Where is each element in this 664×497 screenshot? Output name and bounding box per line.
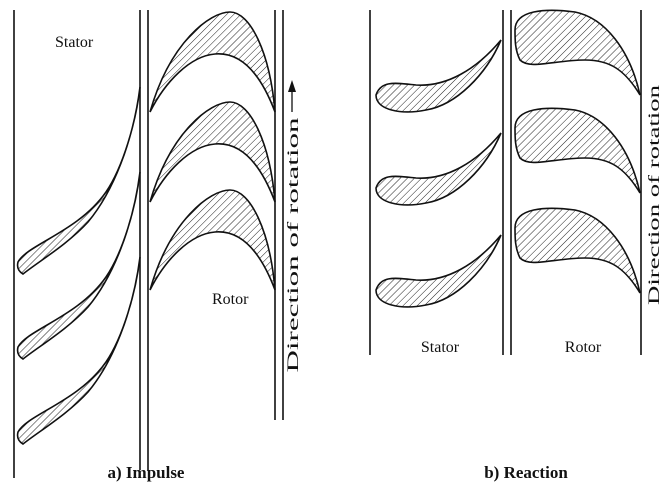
stator-blade xyxy=(375,132,502,206)
rotor-blade xyxy=(514,207,641,294)
rotor-blade xyxy=(149,11,276,113)
rotor-label: Rotor xyxy=(565,339,602,356)
stator-blade xyxy=(16,256,141,445)
rotor-blade xyxy=(514,9,641,96)
stator-label: Stator xyxy=(55,34,94,51)
rotation-arrowhead xyxy=(288,80,296,92)
stator-label: Stator xyxy=(421,339,460,356)
caption: b) Reaction xyxy=(484,463,568,482)
rotor-blade xyxy=(514,107,641,194)
direction-label: Direction of rotation xyxy=(285,118,302,373)
direction-label: Direction of rotation xyxy=(646,85,663,305)
rotor-label: Rotor xyxy=(212,291,249,308)
stator-blade xyxy=(375,39,502,113)
impulse-panel: Stator Rotor Direction of rotation a) Im… xyxy=(13,10,302,482)
reaction-panel: Stator Rotor Direction of rotation b) Re… xyxy=(369,9,663,482)
rotor-blade xyxy=(149,101,276,203)
rotor-blade xyxy=(149,189,276,291)
stator-blade xyxy=(375,234,502,308)
caption: a) Impulse xyxy=(108,463,185,482)
